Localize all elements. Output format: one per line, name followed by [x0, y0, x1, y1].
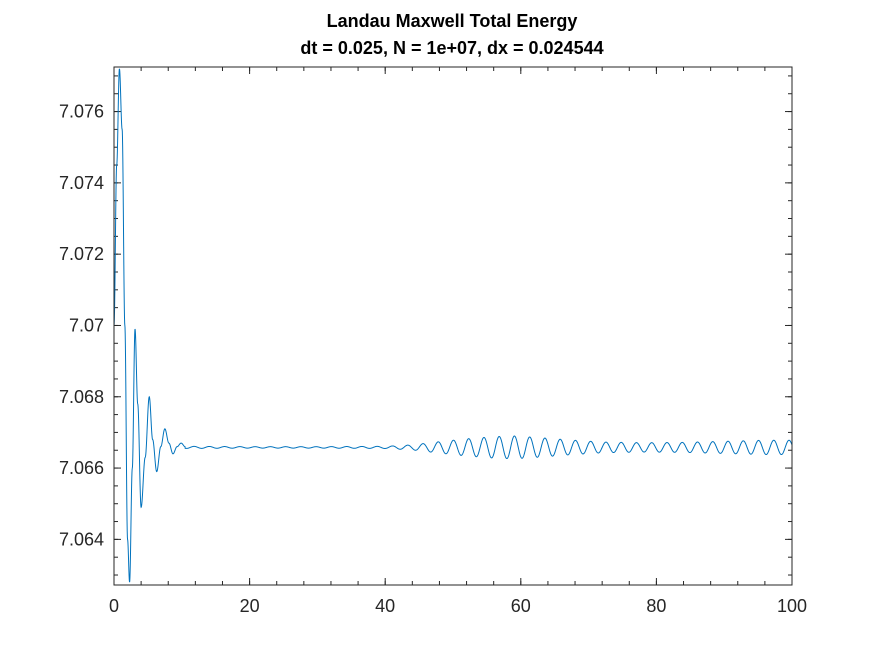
- axis-ticks: [113, 67, 793, 585]
- chart-title: Landau Maxwell Total Energy: [327, 11, 578, 31]
- y-tick-label: 7.07: [69, 315, 104, 335]
- chart-subtitle: dt = 0.025, N = 1e+07, dx = 0.024544: [300, 38, 603, 58]
- x-tick-label: 60: [511, 596, 531, 616]
- x-tick-label: 80: [646, 596, 666, 616]
- axis-tick-labels: 0 20 40 60 80 100 7.064 7.066 7.068 7.07 7.072 7.07…: [59, 102, 807, 616]
- x-tick-label: 20: [240, 596, 260, 616]
- energy-series-line: [114, 68, 792, 583]
- y-tick-label: 7.074: [59, 173, 104, 193]
- y-tick-label: 7.066: [59, 458, 104, 478]
- y-tick-label: 7.068: [59, 387, 104, 407]
- y-tick-label: 7.072: [59, 244, 104, 264]
- y-tick-label: 7.076: [59, 102, 104, 122]
- y-tick-label: 7.064: [59, 529, 104, 549]
- x-tick-label: 0: [109, 596, 119, 616]
- plot-frame: [113, 66, 793, 586]
- x-tick-label: 40: [375, 596, 395, 616]
- x-tick-label: 100: [777, 596, 807, 616]
